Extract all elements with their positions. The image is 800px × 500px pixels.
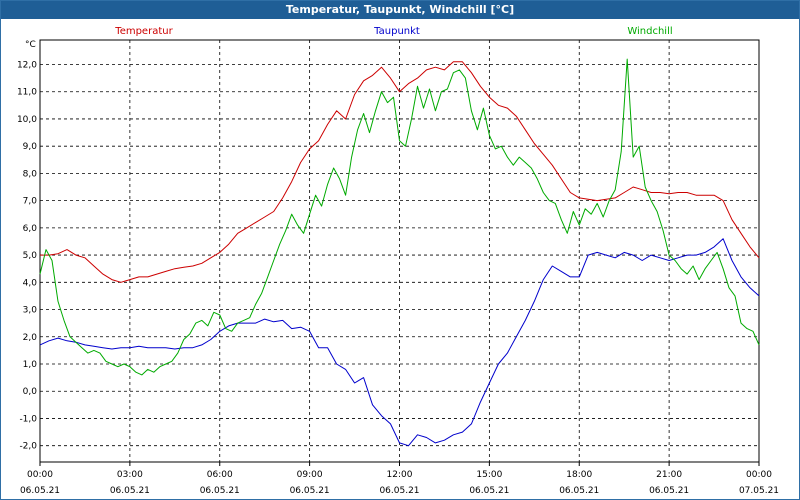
x-tick-date: 07.05.21 [739,486,779,496]
y-tick-label: 3,0 [23,306,38,316]
grid-lines [39,39,760,466]
x-tick-time: 21:00 [656,470,682,480]
y-tick-label: 10,0 [17,115,37,125]
legend-label-taupunkt: Taupunkt [373,26,420,37]
y-tick-label: -1,0 [19,414,37,424]
series-line-windchill [39,58,760,376]
y-tick-label: 6,0 [23,224,38,234]
x-tick-date: 06.05.21 [379,486,419,496]
y-tick-label: 12,0 [17,61,37,71]
x-tick-time: 09:00 [297,470,323,480]
x-tick-date: 06.05.21 [20,486,60,496]
x-tick-date: 06.05.21 [290,486,330,496]
legend-label-windchill: Windchill [627,26,672,37]
y-tick-label: 4,0 [23,278,38,288]
y-tick-label: 2,0 [23,333,38,343]
x-tick-date: 06.05.21 [200,486,240,496]
x-tick-time: 18:00 [566,470,592,480]
series-line-temperatur [40,61,760,283]
series-lines [39,58,760,447]
series-line-taupunkt [39,238,760,447]
x-tick-date: 06.05.21 [559,486,599,496]
x-tick-time: 12:00 [387,470,413,480]
y-tick-label: 11,0 [17,88,37,98]
y-axis-label: °C [25,40,36,50]
x-tick-date: 06.05.21 [469,486,509,496]
y-tick-label: 0,0 [23,387,38,397]
x-tick-time: 06:00 [207,470,233,480]
y-tick-label: 5,0 [23,251,38,261]
y-tick-label: 8,0 [23,169,38,179]
y-tick-label: 7,0 [23,197,38,207]
x-tick-time: 00:00 [27,470,53,480]
x-tick-date: 06.05.21 [110,486,150,496]
x-axis-ticks: 00:00 06.05.21 03:00 06.05.21 06:00 06.05.21 0… [20,470,779,496]
legend: Temperatur Taupunkt Windchill [114,26,672,37]
y-axis-ticks: 12,0 11,0 10,0 9,0 8,0 7,0 6,0 5,0 4,0 3,0 2,0 1,0 0… [17,61,37,452]
x-tick-time: 03:00 [117,470,143,480]
legend-label-temperatur: Temperatur [114,26,173,37]
x-tick-date: 06.05.21 [649,486,689,496]
y-tick-label: 1,0 [23,360,38,370]
y-tick-label: -2,0 [19,442,37,452]
chart-title: Temperatur, Taupunkt, Windchill [°C] [1,1,799,19]
y-tick-label: 9,0 [23,142,38,152]
x-tick-time: 15:00 [476,470,502,480]
x-tick-time: 00:00 [746,470,772,480]
